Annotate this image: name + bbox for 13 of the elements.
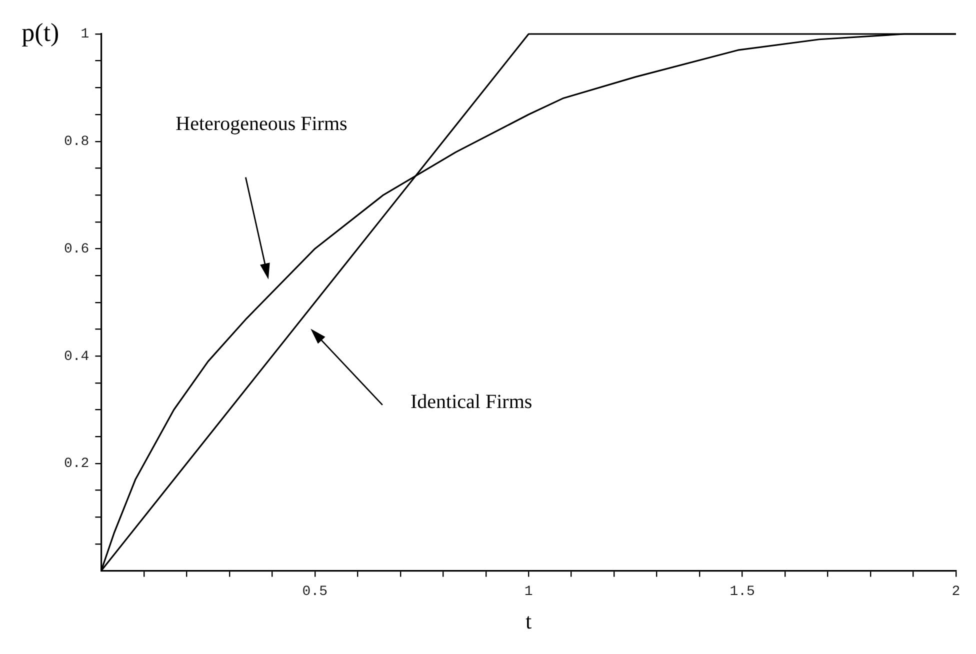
- annotation: Heterogeneous Firms: [176, 112, 348, 135]
- y-tick-label: 0.6: [64, 241, 90, 258]
- x-tick-label: 1.5: [730, 584, 755, 600]
- y-tick-label: 0.2: [64, 456, 90, 472]
- x-tick-label: 1: [524, 584, 533, 600]
- annotation: Identical Firms: [410, 391, 532, 414]
- y-tick-label: 0.4: [64, 348, 90, 365]
- y-tick-label: 0.8: [64, 134, 90, 150]
- x-tick-label: 0.5: [302, 584, 328, 600]
- y-tick-label: 1: [80, 26, 90, 43]
- y-axis-title: p(t): [22, 18, 60, 47]
- x-tick-label: 2: [952, 584, 960, 600]
- x-axis-title: t: [526, 608, 532, 634]
